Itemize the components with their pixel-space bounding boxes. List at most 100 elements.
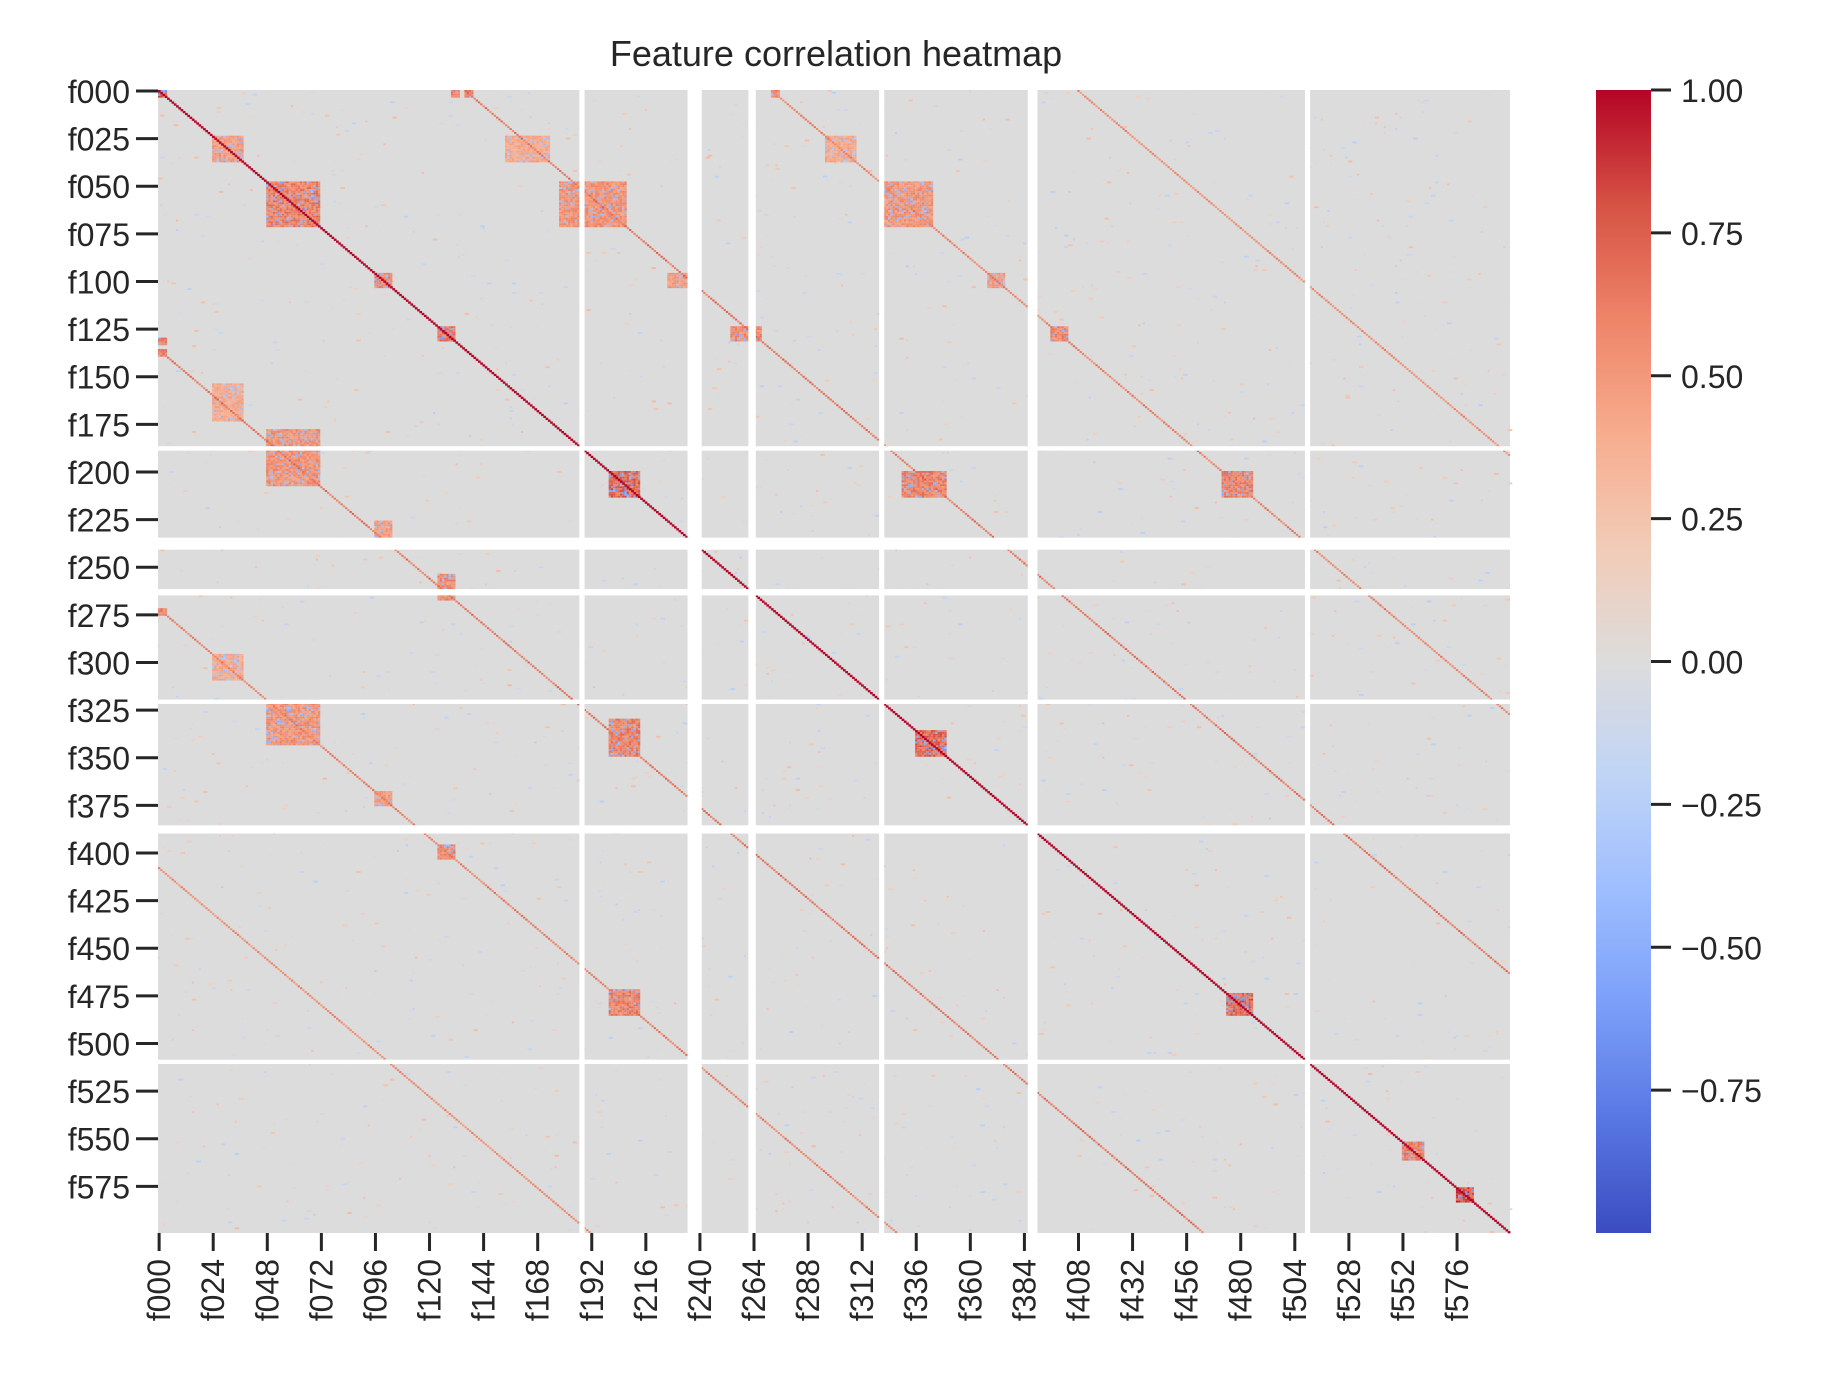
heatmap-cell [915, 272, 918, 275]
heatmap-cell [423, 798, 427, 801]
heatmap-cell [360, 516, 366, 519]
heatmap-cell [245, 103, 251, 106]
heatmap-cell [1122, 764, 1127, 767]
heatmap-cell [218, 408, 222, 411]
heatmap-cell [295, 194, 298, 197]
heatmap-cell [1248, 951, 1251, 953]
heatmap-cell [221, 337, 224, 340]
heatmap-cell [1129, 667, 1134, 670]
heatmap-cell [313, 223, 316, 226]
heatmap-cell [290, 215, 294, 218]
heatmap-cell [646, 1055, 650, 1058]
heatmap-cell [1415, 787, 1418, 790]
heatmap-cell [764, 213, 769, 216]
heatmap-cell [1050, 97, 1055, 100]
heatmap-cell [223, 415, 226, 418]
heatmap-cell [223, 669, 226, 672]
heatmap-cell [728, 341, 731, 344]
heatmap-cell [405, 318, 411, 321]
heatmap-cell [216, 110, 222, 113]
heatmap-cell [565, 798, 569, 801]
heatmap-cell [216, 413, 219, 416]
heatmap-cell [297, 198, 300, 201]
heatmap-cell [1435, 914, 1441, 917]
heatmap-cell [302, 202, 305, 205]
heatmap-cell [1093, 288, 1098, 291]
heatmap-cell [286, 181, 289, 184]
heatmap-cell [257, 1185, 262, 1188]
heatmap-cell [834, 149, 837, 151]
heatmap-cell [1129, 764, 1134, 767]
heatmap-cell [304, 223, 307, 226]
heatmap-cell [665, 495, 668, 498]
heatmap-cell [414, 112, 418, 115]
heatmap-cell [845, 150, 848, 153]
heatmap-cell [306, 585, 309, 588]
heatmap-cell [1210, 309, 1213, 311]
heatmap-cell [1316, 431, 1319, 433]
heatmap-cell [471, 274, 476, 277]
heatmap-cell [514, 149, 517, 151]
heatmap-cell [383, 143, 386, 146]
heatmap-cell [374, 992, 377, 995]
heatmap-cell [225, 141, 228, 144]
heatmap-cell [480, 648, 485, 651]
heatmap-cell [764, 1080, 769, 1083]
heatmap-cell [1487, 1046, 1492, 1049]
heatmap-cell [831, 154, 834, 157]
heatmap-cell [899, 722, 902, 725]
heatmap-cell [642, 488, 645, 491]
heatmap-cell [1246, 198, 1249, 201]
heatmap-cell [541, 210, 544, 212]
heatmap-cell [227, 156, 231, 159]
heatmap-cell [297, 213, 300, 216]
heatmap-cell [218, 419, 222, 422]
heatmap-cell [241, 400, 244, 403]
heatmap-cell [241, 661, 244, 664]
heatmap-cell [272, 217, 276, 220]
heatmap-cell [241, 387, 244, 390]
heatmap-cell [1212, 379, 1215, 382]
heatmap-cell [1496, 343, 1501, 346]
heatmap-cell [1347, 175, 1353, 178]
heatmap-cell [455, 210, 458, 212]
heatmap-cell [597, 890, 602, 893]
heatmap-cell [234, 653, 237, 656]
heatmap-cell [1462, 1219, 1465, 1222]
heatmap-cell [1309, 499, 1312, 502]
heatmap-cell [559, 190, 562, 193]
heatmap-cell [1338, 1093, 1341, 1096]
heatmap-cell [347, 227, 350, 230]
heatmap-cell [455, 95, 458, 98]
heatmap-cell [993, 1139, 997, 1142]
heatmap-cell [1313, 888, 1317, 891]
heatmap-cell [906, 339, 909, 342]
heatmap-cell [831, 147, 834, 150]
heatmap-cell [272, 202, 276, 205]
heatmap-cell [755, 116, 758, 119]
heatmap-cell [223, 385, 226, 388]
heatmap-cell [759, 316, 765, 319]
heatmap-cell [1253, 752, 1258, 755]
heatmap-cell [523, 154, 526, 157]
heatmap-cell [1223, 1158, 1227, 1161]
heatmap-cell [403, 215, 409, 218]
heatmap-cell [1133, 425, 1136, 428]
heatmap-cell [1142, 1170, 1148, 1173]
heatmap-cell [466, 712, 472, 715]
heatmap-cell [227, 154, 231, 157]
heatmap-cell [1370, 671, 1375, 673]
heatmap-cell [272, 223, 276, 226]
heatmap-cell [304, 211, 307, 214]
heatmap-cell [1039, 697, 1044, 700]
heatmap-cell [563, 185, 566, 188]
heatmap-cell [232, 383, 235, 386]
heatmap-cell [852, 333, 855, 336]
heatmap-cell [302, 196, 305, 199]
heatmap-cell [523, 137, 526, 140]
heatmap-cell [824, 145, 828, 148]
heatmap-cell [678, 307, 681, 310]
heatmap-cell [926, 583, 929, 586]
heatmap-cell [239, 383, 242, 386]
heatmap-cell [516, 156, 519, 159]
